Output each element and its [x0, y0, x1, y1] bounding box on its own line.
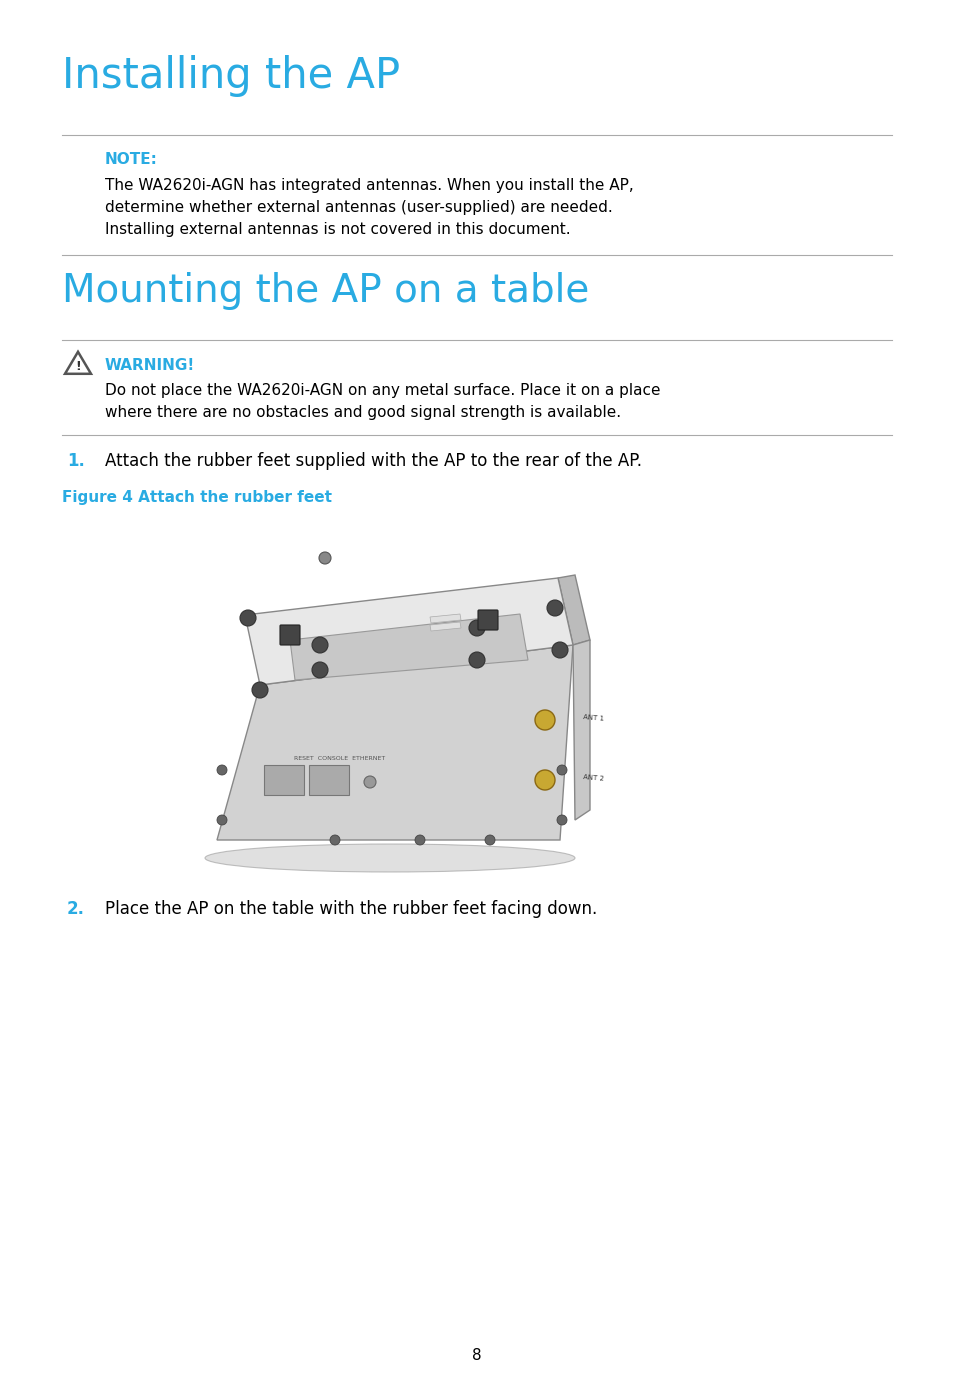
Text: Installing the AP: Installing the AP — [62, 55, 399, 97]
Text: ANT 2: ANT 2 — [582, 774, 603, 782]
Circle shape — [415, 835, 424, 844]
Text: Figure 4 Attach the rubber feet: Figure 4 Attach the rubber feet — [62, 491, 332, 504]
Polygon shape — [558, 575, 589, 645]
Circle shape — [312, 662, 328, 679]
Circle shape — [364, 777, 375, 788]
FancyBboxPatch shape — [264, 766, 304, 795]
Text: Installing external antennas is not covered in this document.: Installing external antennas is not cove… — [105, 223, 570, 236]
Text: Mounting the AP on a table: Mounting the AP on a table — [62, 272, 589, 310]
Text: 8: 8 — [472, 1347, 481, 1363]
Ellipse shape — [205, 844, 575, 872]
FancyBboxPatch shape — [309, 766, 349, 795]
FancyBboxPatch shape — [280, 625, 299, 645]
Text: 1.: 1. — [67, 452, 85, 470]
Text: Attach the rubber feet supplied with the AP to the rear of the AP.: Attach the rubber feet supplied with the… — [105, 452, 641, 470]
Circle shape — [557, 815, 566, 825]
Text: ANT 1: ANT 1 — [582, 714, 604, 721]
Polygon shape — [573, 640, 589, 820]
Circle shape — [216, 815, 227, 825]
Polygon shape — [290, 614, 527, 680]
Circle shape — [252, 681, 268, 698]
Text: determine whether external antennas (user-supplied) are needed.: determine whether external antennas (use… — [105, 200, 612, 216]
FancyBboxPatch shape — [477, 609, 497, 630]
Polygon shape — [245, 578, 573, 685]
Text: !: ! — [75, 359, 81, 373]
Polygon shape — [430, 622, 460, 632]
Text: Place the AP on the table with the rubber feet facing down.: Place the AP on the table with the rubbe… — [105, 900, 597, 918]
Circle shape — [469, 621, 484, 636]
Circle shape — [216, 766, 227, 775]
Polygon shape — [430, 614, 460, 623]
Circle shape — [469, 652, 484, 668]
Circle shape — [330, 835, 339, 844]
Circle shape — [318, 551, 331, 564]
Circle shape — [312, 637, 328, 654]
Circle shape — [240, 609, 255, 626]
Text: NOTE:: NOTE: — [105, 152, 157, 167]
Circle shape — [557, 766, 566, 775]
Circle shape — [546, 600, 562, 616]
Text: RESET  CONSOLE  ETHERNET: RESET CONSOLE ETHERNET — [294, 756, 385, 760]
Text: Do not place the WA2620i-AGN on any metal surface. Place it on a place: Do not place the WA2620i-AGN on any meta… — [105, 383, 659, 398]
Polygon shape — [216, 645, 573, 840]
Circle shape — [484, 835, 495, 844]
Circle shape — [535, 710, 555, 730]
Text: where there are no obstacles and good signal strength is available.: where there are no obstacles and good si… — [105, 405, 620, 420]
Text: WARNING!: WARNING! — [105, 358, 195, 373]
Text: The WA2620i-AGN has integrated antennas. When you install the AP,: The WA2620i-AGN has integrated antennas.… — [105, 178, 633, 193]
Circle shape — [552, 643, 567, 658]
Text: 2.: 2. — [67, 900, 85, 918]
Circle shape — [535, 770, 555, 791]
